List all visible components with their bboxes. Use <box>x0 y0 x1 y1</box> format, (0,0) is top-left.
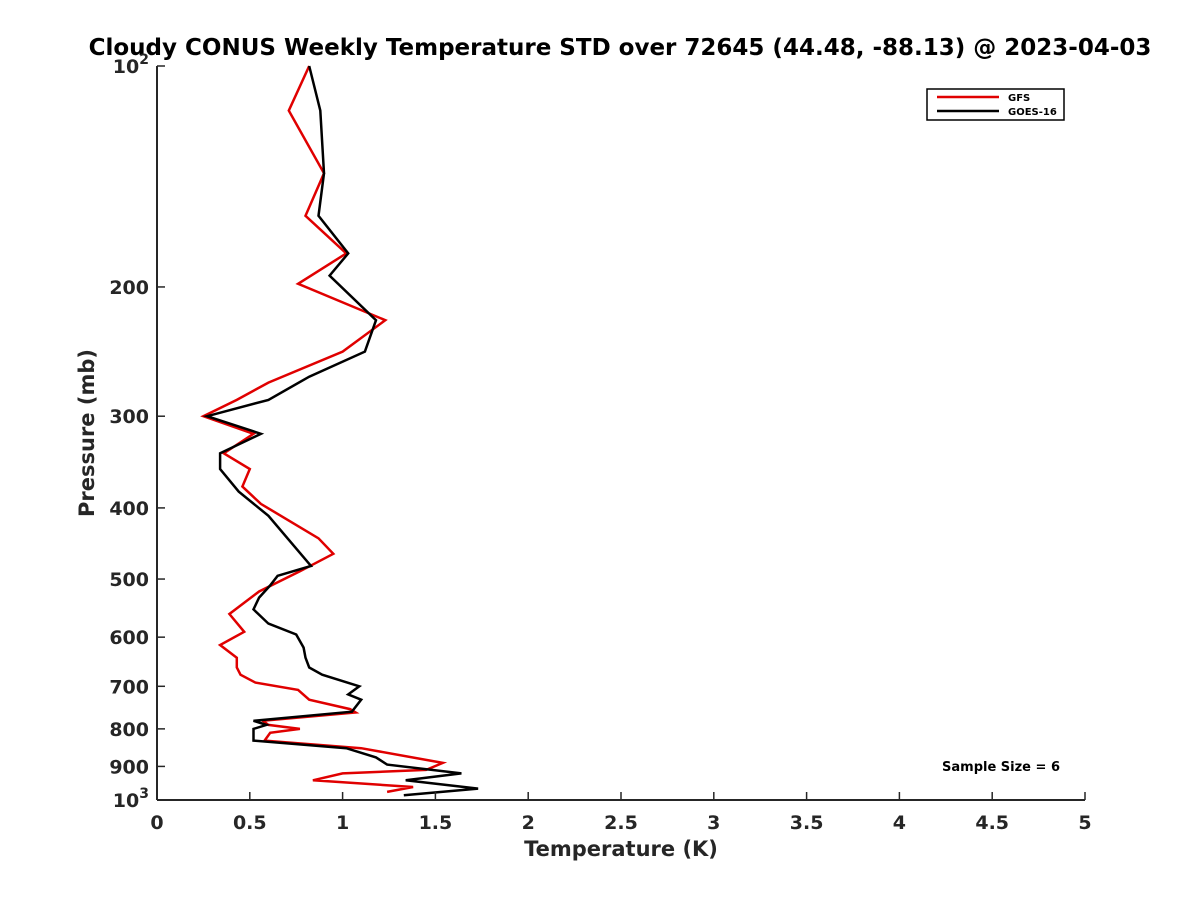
y-tick-label: 103 <box>113 786 149 812</box>
x-tick-label: 1 <box>336 812 349 834</box>
legend-label-goes: GOES-16 <box>1008 107 1057 118</box>
legend-box <box>926 88 1065 121</box>
y-tick-label: 200 <box>109 277 149 299</box>
series-line-goes-16 <box>202 65 479 797</box>
plot-area <box>157 66 1085 800</box>
y-axis-label: Pressure (mb) <box>75 349 99 517</box>
x-tick-label: 3 <box>707 812 720 834</box>
y-tick-label: 600 <box>109 627 149 649</box>
y-tick-label: 800 <box>109 719 149 741</box>
x-tick-label: 3.5 <box>790 812 824 834</box>
chart-title: Cloudy CONUS Weekly Temperature STD over… <box>89 35 1152 61</box>
y-tick-exponent: 3 <box>139 786 149 802</box>
y-tick-label: 700 <box>109 676 149 698</box>
x-tick-label: 1.5 <box>419 812 453 834</box>
x-tick-label: 2 <box>522 812 535 834</box>
x-axis-label: Temperature (K) <box>524 837 718 861</box>
x-tick-label: 0 <box>150 812 163 834</box>
legend: GFS GOES-16 <box>926 88 1065 121</box>
x-tick-label: 2.5 <box>604 812 638 834</box>
series-layer <box>200 65 479 797</box>
y-tick-label: 102 <box>113 52 149 78</box>
y-tick-label: 500 <box>109 569 149 591</box>
x-ticks: 0 0.5 1 1.5 2 2.5 3 3.5 4 4.5 5 <box>150 792 1092 834</box>
y-tick-label: 300 <box>109 406 149 428</box>
x-tick-label: 4.5 <box>975 812 1009 834</box>
y-tick-base: 10 <box>113 790 139 812</box>
legend-label-gfs: GFS <box>1008 93 1030 104</box>
sample-size-annotation: Sample Size = 6 <box>942 760 1060 775</box>
y-tick-label: 900 <box>109 756 149 778</box>
x-tick-label: 5 <box>1078 812 1091 834</box>
y-tick-label: 400 <box>109 498 149 520</box>
x-tick-label: 4 <box>893 812 906 834</box>
y-tick-base: 10 <box>113 56 139 78</box>
y-tick-exponent: 2 <box>139 52 149 68</box>
x-tick-label: 0.5 <box>233 812 267 834</box>
